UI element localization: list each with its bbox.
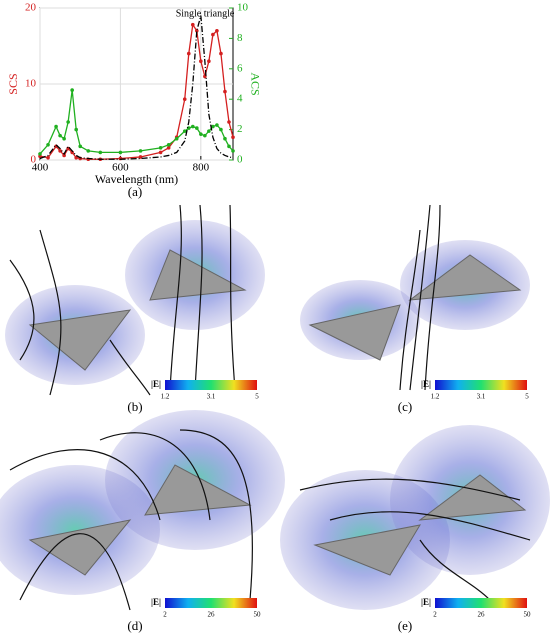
colorbar-tick-label: 2 [433,611,437,619]
y2-axis-label: ACS [248,72,262,95]
y2-tick-label: 10 [237,2,249,14]
marker [223,136,227,141]
colorbar-label: |E| [421,597,431,607]
marker [231,135,235,139]
series-line [39,15,234,160]
panel-c-render [300,204,530,391]
y2-tick-label: 0 [237,154,243,166]
marker [158,150,163,155]
marker [38,152,42,156]
colorbar [435,598,527,608]
marker [138,149,143,153]
colorbar-label: |E| [151,379,161,389]
marker [190,22,195,27]
marker [199,59,203,63]
marker [66,120,70,124]
marker [215,123,219,127]
marker [46,155,50,160]
marker [54,124,58,129]
marker [182,129,187,133]
marker [186,51,191,56]
colorbar-tick-label: 3.1 [207,393,216,401]
colorbar-tick-label: 5 [525,393,529,401]
panel-e-render [280,425,550,610]
marker [74,127,78,132]
colorbar-tick-label: 1.2 [431,393,440,401]
marker [62,136,66,141]
series-line [39,22,234,160]
marker [203,133,207,138]
colorbar-tick-label: 26 [208,611,216,619]
marker [195,126,199,130]
marker [207,129,211,133]
x-axis-label: Wavelength (nm) [95,172,178,186]
panel-label: (e) [398,618,412,633]
marker [118,150,123,155]
marker [138,155,143,159]
y-tick-label: 10 [25,78,37,90]
panel-label: (b) [127,399,142,414]
marker [70,88,74,92]
colorbar-tick-label: 5 [255,393,259,401]
y-tick-label: 0 [31,154,37,166]
marker [78,144,83,149]
marker [166,146,171,150]
marker [219,51,223,56]
colorbar-tick-label: 2 [163,611,167,619]
x-tick-label: 800 [193,162,210,174]
marker [158,146,163,150]
y2-tick-label: 8 [237,32,243,44]
marker [58,149,62,153]
colorbar [165,598,257,608]
y-tick-label: 20 [25,2,37,14]
marker [86,149,91,153]
panel-label: (a) [128,184,142,199]
marker [231,149,235,153]
marker [215,29,219,33]
colorbar-tick-label: 50 [254,611,262,619]
colorbar [435,380,527,390]
marker [199,132,203,136]
y2-tick-label: 4 [237,93,243,105]
marker [190,124,195,129]
marker [98,150,103,155]
colorbar [165,380,257,390]
y2-tick-label: 2 [237,123,243,135]
marker [195,29,199,33]
marker [223,89,227,94]
marker [211,124,215,129]
colorbar-label: |E| [151,597,161,607]
x-tick-label: 400 [32,162,49,174]
marker [166,143,171,147]
colorbar-label: |E| [421,379,431,389]
x-tick-label: 600 [112,162,129,174]
marker [207,59,211,63]
annotation: Single triangle [176,8,235,19]
colorbar-tick-label: 50 [524,611,532,619]
marker [62,153,66,158]
marker [46,143,50,147]
panel-label: (d) [127,618,142,633]
marker [211,32,215,37]
panel-b-render [5,204,265,396]
colorbar-tick-label: 1.2 [161,393,170,401]
marker [219,127,223,132]
marker [227,120,231,124]
marker [182,97,187,101]
colorbar-tick-label: 3.1 [477,393,486,401]
panel-label: (c) [398,399,412,414]
panel-d-render [0,410,285,611]
y2-tick-label: 6 [237,62,243,74]
marker [74,155,78,160]
marker [58,133,62,138]
y-axis-label: SCS [6,73,20,94]
marker [227,144,231,149]
marker [174,136,179,141]
colorbar-tick-label: 26 [478,611,486,619]
